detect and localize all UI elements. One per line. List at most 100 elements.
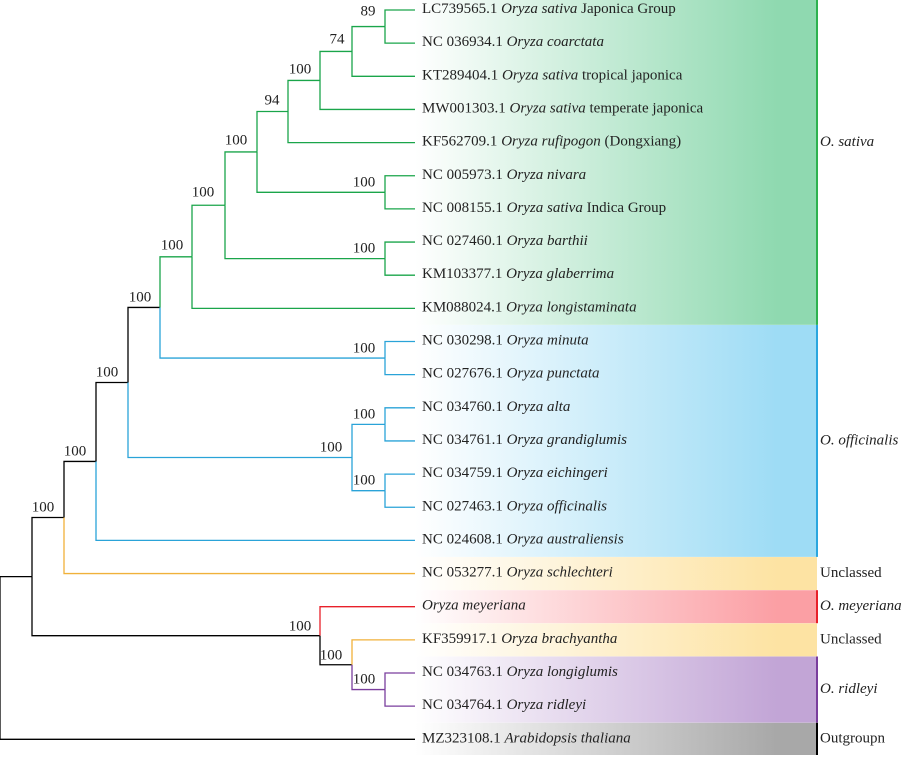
branch [319,80,415,111]
species: Oryza minuta [507,333,589,349]
leaf-label: NC 053277.1 Oryza schlechteri [422,565,613,581]
accession: NC 034761.1 [422,432,503,448]
branch [384,340,415,359]
clade-label: O. sativa [820,134,874,150]
branch [384,689,415,707]
support-value: 100 [161,237,184,253]
branch [384,473,415,491]
leaf-label: KM103377.1 Oryza glaberrima [422,267,614,283]
species: Oryza eichingeri [507,466,608,482]
species: Oryza sativa [510,101,586,117]
leaf-label: KM088024.1 Oryza longistaminata [422,300,637,316]
species: Oryza barthii [507,233,588,249]
species: Oryza brachyantha [501,631,617,647]
branch [384,241,415,259]
leaf-label: NC 034764.1 Oryza ridleyi [422,698,586,714]
branch [384,258,415,276]
species: Oryza longistaminata [506,300,636,316]
branch [351,25,385,52]
note: temperate japonica [590,101,704,117]
branch [351,423,385,458]
branch [95,381,128,462]
species: Oryza sativa [507,200,583,216]
branch [159,307,385,359]
species: Arabidopsis thaliana [504,731,631,747]
species: Oryza officinalis [507,499,608,515]
support-value: 100 [353,472,376,488]
leaf-label: NC 008155.1 Oryza sativa Indica Group [422,200,666,216]
branch [351,664,385,691]
accession: MW001303.1 [422,101,506,117]
species: Oryza schlechteri [507,565,613,581]
branch [384,407,415,425]
support-value: 100 [320,439,343,455]
branch [191,204,225,257]
accession: NC 030298.1 [422,333,503,349]
accession: NC 036934.1 [422,35,503,51]
clade-label: O. officinalis [820,432,898,448]
branch [63,517,415,575]
support-value: 100 [320,647,343,663]
branch [31,576,320,637]
support-value: 100 [129,289,152,305]
accession: KM088024.1 [422,300,502,316]
clade-band [415,590,817,624]
branch [384,424,415,442]
support-value: 100 [32,499,55,515]
species: Oryza ridleyi [507,698,587,714]
branch [351,457,385,492]
accession: NC 034763.1 [422,664,503,680]
leaf-label: NC 036934.1 Oryza coarctata [422,35,604,51]
leaf-label: MZ323108.1 Arabidopsis thaliana [422,731,631,747]
branch [384,490,415,508]
branch [224,205,385,260]
accession: NC 027463.1 [422,499,503,515]
accession: NC 027460.1 [422,233,503,249]
branch [159,256,192,308]
accession: KM103377.1 [422,267,502,283]
branch [319,606,415,636]
accession: KF359917.1 [422,631,497,647]
leaf-label: KT289404.1 Oryza sativa tropical japonic… [422,68,683,84]
branch [0,575,32,658]
branch [351,639,415,665]
branch [384,358,415,376]
note: Indica Group [587,200,667,216]
species: Oryza sativa [502,68,578,84]
branch [384,26,415,44]
branch [224,151,257,206]
species: Oryza grandiglumis [507,432,628,448]
leaf-label: KF359917.1 Oryza brachyantha [422,631,617,647]
accession: LC739565.1 [422,1,497,17]
branch [256,110,288,152]
support-value: 89 [361,3,376,19]
clade-band [415,557,817,591]
accession: KT289404.1 [422,68,498,84]
clade-band [415,325,817,557]
support-value: 100 [353,174,376,190]
species: Oryza glaberrima [506,267,614,283]
clade-label: Unclassed [820,565,882,581]
support-value: 100 [353,240,376,256]
branch [384,672,415,690]
species: Oryza rufipogon [501,134,601,150]
clade-label: Unclassed [820,631,882,647]
support-value: 74 [330,31,346,47]
branch [287,79,320,112]
branch [384,192,415,210]
branch [319,50,352,81]
species: Oryza nivara [507,167,587,183]
branch [95,461,415,542]
branch [384,175,415,193]
support-value: 100 [353,340,376,356]
accession: NC 027676.1 [422,366,503,382]
note: (Dongxiang) [605,134,682,150]
leaf-label: NC 034759.1 Oryza eichingeri [422,466,608,482]
leaf-label: KF562709.1 Oryza rufipogon (Dongxiang) [422,134,681,150]
branch [127,306,160,383]
branch [319,635,352,666]
branch [0,657,415,740]
clade-band [415,722,817,755]
leaf-label: MW001303.1 Oryza sativa temperate japoni… [422,101,704,117]
leaf-label: LC739565.1 Oryza sativa Japonica Group [422,1,676,17]
